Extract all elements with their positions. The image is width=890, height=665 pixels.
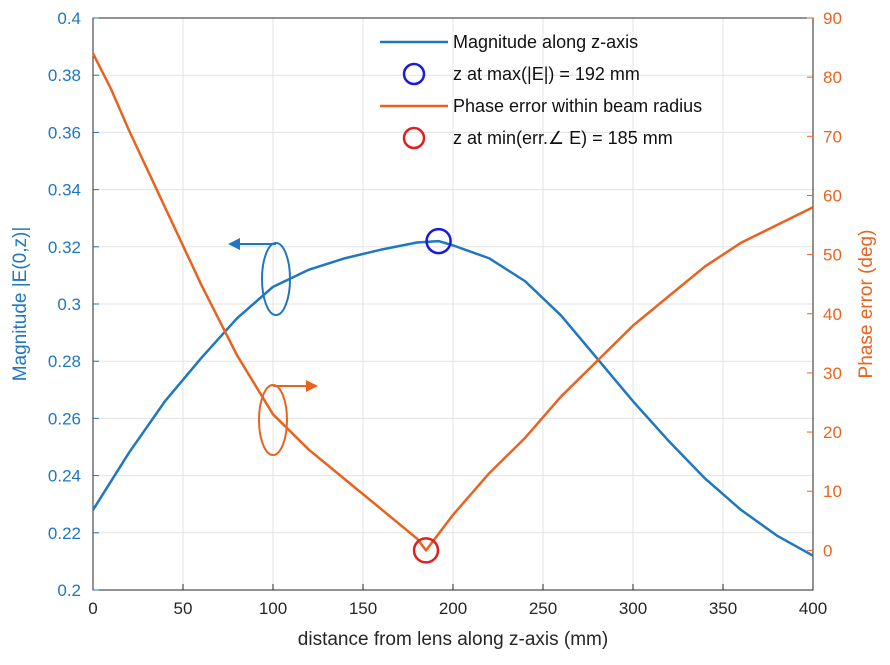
y-right-axis-label: Phase error (deg) — [856, 230, 877, 379]
y-left-tick-label: 0.24 — [48, 467, 81, 486]
magnitude-axis-annotation — [228, 238, 291, 316]
y-right-tick-label: 90 — [823, 9, 842, 28]
legend-label-phase: Phase error within beam radius — [453, 96, 702, 116]
y-right-tick-label: 60 — [823, 186, 842, 205]
legend-swatch-max-marker — [402, 62, 426, 86]
grid-lines — [92, 17, 814, 591]
y-left-tick-label: 0.32 — [48, 238, 81, 257]
legend-swatch-min-marker — [402, 126, 426, 150]
x-axis-label: distance from lens along z-axis (mm) — [298, 629, 608, 650]
max-magnitude-marker — [425, 227, 452, 255]
phase-error-series-line — [91, 52, 814, 552]
y-left-tick-label: 0.34 — [48, 181, 81, 200]
y-left-axis-ticks: 0.2 0.22 0.24 0.26 0.28 0.3 0.32 0.34 0.36 0.38 0.… — [48, 9, 99, 600]
y-right-tick-label: 10 — [823, 482, 842, 501]
y-right-tick-label: 50 — [823, 246, 842, 265]
y-left-axis-label: Magnitude |E(0,z)| — [10, 227, 31, 382]
x-tick-label: 200 — [439, 599, 467, 618]
x-tick-label: 350 — [709, 599, 737, 618]
legend: Magnitude along z-axis z at max(|E|) = 1… — [380, 32, 702, 150]
y-right-axis-ticks: 0 10 20 30 40 50 60 70 80 90 — [807, 9, 842, 560]
y-right-tick-label: 70 — [823, 127, 842, 146]
y-left-tick-label: 0.38 — [48, 66, 81, 85]
y-left-tick-label: 0.3 — [57, 295, 81, 314]
x-tick-label: 250 — [529, 599, 557, 618]
legend-label-min-marker: z at min(err.∠ E) = 185 mm — [453, 128, 673, 148]
x-tick-label: 100 — [259, 599, 287, 618]
y-right-tick-label: 80 — [823, 68, 842, 87]
legend-label-magnitude: Magnitude along z-axis — [453, 32, 638, 52]
phase-axis-annotation — [258, 380, 318, 456]
x-tick-label: 50 — [174, 599, 193, 618]
series-markers — [412, 227, 452, 564]
magnitude-series-line — [91, 239, 814, 557]
y-left-tick-label: 0.26 — [48, 409, 81, 428]
left-arrow-icon — [228, 238, 240, 250]
x-tick-label: 300 — [619, 599, 647, 618]
y-left-tick-label: 0.22 — [48, 524, 81, 543]
series-lines — [91, 52, 814, 557]
y-right-tick-label: 30 — [823, 364, 842, 383]
right-arrow-icon — [306, 380, 318, 392]
x-tick-label: 150 — [349, 599, 377, 618]
y-left-tick-label: 0.2 — [57, 581, 81, 600]
min-phase-error-marker — [412, 537, 440, 564]
x-tick-label: 0 — [88, 599, 97, 618]
y-left-tick-label: 0.4 — [57, 9, 81, 28]
y-right-tick-label: 20 — [823, 423, 842, 442]
y-left-tick-label: 0.28 — [48, 352, 81, 371]
x-axis-ticks: 0 50 100 150 200 250 300 350 400 — [88, 584, 827, 618]
y-left-tick-label: 0.36 — [48, 123, 81, 142]
y-right-tick-label: 40 — [823, 305, 842, 324]
legend-label-max-marker: z at max(|E|) = 192 mm — [453, 64, 640, 84]
x-tick-label: 400 — [799, 599, 827, 618]
y-right-tick-label: 0 — [823, 541, 832, 560]
